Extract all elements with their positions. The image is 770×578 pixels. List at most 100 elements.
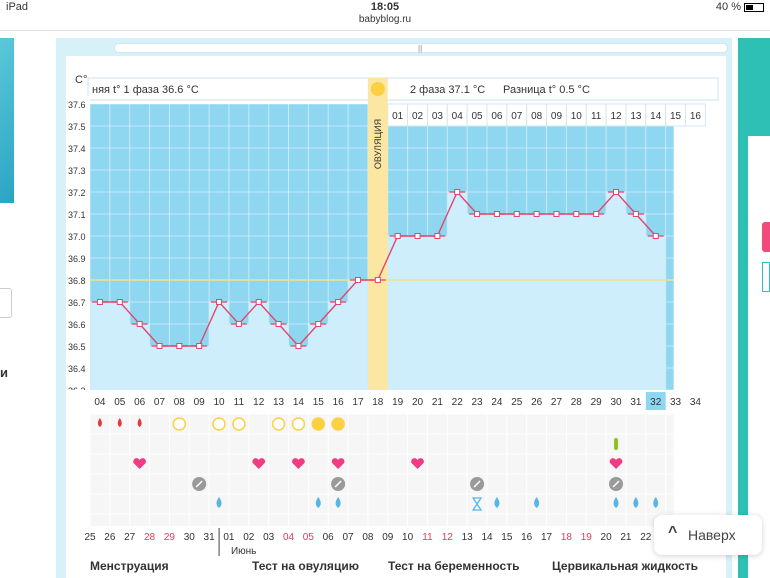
battery-indicator: 40 % xyxy=(716,1,764,13)
y-tick-label: 36.6 xyxy=(68,320,86,330)
calendar-row xyxy=(66,526,726,558)
post-ovulation-day: 14 xyxy=(650,111,662,122)
temperature-point xyxy=(156,343,163,349)
temperature-bar xyxy=(169,346,190,390)
temperature-point xyxy=(454,189,461,195)
temperature-bar xyxy=(546,214,567,390)
back-to-top-button[interactable]: ^ Наверх xyxy=(654,515,762,555)
right-card xyxy=(748,136,770,578)
temperature-bar xyxy=(467,214,487,390)
scroll-grip-icon[interactable]: || xyxy=(418,44,423,53)
temperature-point xyxy=(176,343,183,349)
temperature-bar xyxy=(228,324,249,390)
calendar-date: 08 xyxy=(362,532,374,543)
address-bar[interactable]: babyblog.ru xyxy=(0,14,770,31)
ovulation-test-icon xyxy=(212,417,226,431)
post-ovulation-day: 07 xyxy=(511,111,523,122)
chevron-up-icon: ^ xyxy=(668,524,678,541)
temperature-point xyxy=(652,233,659,239)
calendar-date: 31 xyxy=(204,532,216,543)
right-outline-button[interactable] xyxy=(762,262,770,292)
ovulation-label: ОВУЛЯЦИЯ xyxy=(373,119,383,169)
cycle-day-label: 22 xyxy=(452,397,464,408)
temperature-point xyxy=(573,211,580,217)
pregnancy-test-slash xyxy=(612,480,620,488)
ovulation-test-icon xyxy=(331,417,345,431)
chart-scrollbar[interactable]: || xyxy=(114,43,728,53)
status-bar: iPad 18:05 40 % xyxy=(0,0,770,15)
right-panel xyxy=(738,38,770,578)
calendar-date: 15 xyxy=(501,532,513,543)
pregnancy-test-slash xyxy=(334,480,342,488)
y-axis-band xyxy=(66,96,90,396)
temperature-point xyxy=(96,299,103,305)
cycle-day-label: 08 xyxy=(174,397,186,408)
cycle-day-label: 16 xyxy=(333,397,345,408)
cycle-day-label: 10 xyxy=(213,397,225,408)
cycle-day-label: 04 xyxy=(94,397,106,408)
right-pink-button[interactable] xyxy=(762,222,770,252)
temperature-bar xyxy=(566,214,587,390)
temperature-bar xyxy=(645,236,666,390)
legend-menstruation[interactable]: Менструация xyxy=(90,559,169,573)
temperature-bar xyxy=(268,324,289,390)
menstruation-drop-icon xyxy=(117,418,122,427)
calendar-date: 05 xyxy=(303,532,315,543)
battery-icon xyxy=(744,2,764,12)
temperature-bar xyxy=(149,346,170,390)
cycle-day-label: 34 xyxy=(690,397,702,408)
temperature-point xyxy=(553,211,560,217)
legend-cervical-fluid[interactable]: Цервикальная жидкость xyxy=(552,559,699,573)
temperature-point xyxy=(196,343,203,349)
temperature-bar xyxy=(348,280,368,390)
calendar-date: 02 xyxy=(243,532,255,543)
calendar-date: 28 xyxy=(144,532,156,543)
pregnancy-test-slash xyxy=(473,480,481,488)
cycle-day-label: 11 xyxy=(234,397,245,408)
temperature-bar xyxy=(328,302,349,390)
cervical-fluid-icon xyxy=(216,497,222,508)
temperature-point xyxy=(414,233,421,239)
post-ovulation-day: 02 xyxy=(412,111,424,122)
calendar-date: 20 xyxy=(601,532,613,543)
calendar-date: 14 xyxy=(481,532,493,543)
left-banner xyxy=(0,38,14,203)
cycle-day-label: 26 xyxy=(531,397,543,408)
temperature-bar xyxy=(248,302,269,390)
calendar-date: 12 xyxy=(442,532,454,543)
left-text-fragment: и xyxy=(0,365,8,380)
heart-icon xyxy=(252,458,266,469)
post-ovulation-day: 01 xyxy=(392,111,404,122)
cycle-day-label: 33 xyxy=(670,397,682,408)
calendar-date: 09 xyxy=(382,532,394,543)
heart-icon xyxy=(292,458,305,469)
cervical-fluid-icon xyxy=(534,497,540,508)
cycle-day-label: 12 xyxy=(253,397,265,408)
temperature-bar xyxy=(288,346,309,390)
temperature-bar xyxy=(129,324,150,390)
calendar-date: 13 xyxy=(462,532,474,543)
post-ovulation-day: 13 xyxy=(630,111,642,122)
cervical-fluid-icon xyxy=(653,497,659,508)
y-tick-label: 37.6 xyxy=(68,100,86,110)
post-ovulation-cell xyxy=(685,103,706,127)
calendar-date: 26 xyxy=(104,532,116,543)
temperature-point xyxy=(613,189,620,195)
temperature-bar xyxy=(308,324,329,390)
post-ovulation-day: 06 xyxy=(491,111,503,122)
temperature-bar xyxy=(526,214,547,390)
cycle-day-label: 07 xyxy=(154,397,166,408)
temperature-point xyxy=(513,211,520,217)
legend-ovulation-test[interactable]: Тест на овуляцию xyxy=(252,559,359,573)
back-to-top-label: Наверх xyxy=(688,527,736,543)
left-input-stub[interactable] xyxy=(0,288,12,318)
post-ovulation-day: 11 xyxy=(591,111,602,122)
temperature-point xyxy=(354,277,361,283)
y-tick-label: 36.5 xyxy=(68,342,86,352)
temperature-bar xyxy=(189,346,210,390)
cycle-day-label: 06 xyxy=(134,397,146,408)
heart-icon xyxy=(411,458,424,469)
cycle-day-row xyxy=(66,390,726,412)
legend-pregnancy-test[interactable]: Тест на беременность xyxy=(388,559,520,573)
calendar-date: 22 xyxy=(640,532,652,543)
